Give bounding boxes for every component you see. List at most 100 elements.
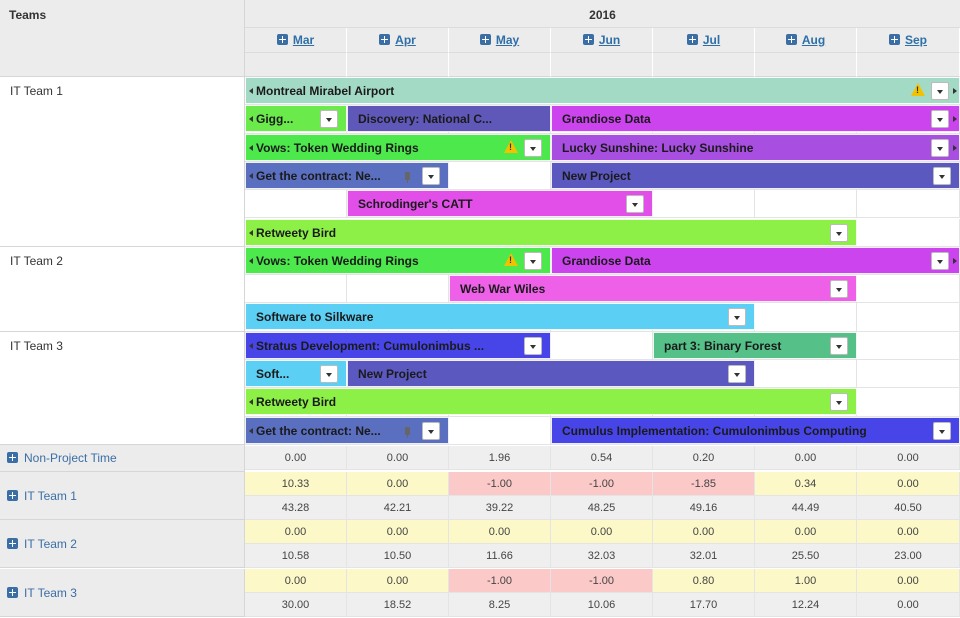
summary-value-cell: 30.00	[245, 593, 347, 617]
project-bar[interactable]: part 3: Binary Forest	[653, 331, 857, 359]
bar-dropdown-button[interactable]	[728, 308, 746, 327]
project-bar[interactable]: Web War Wiles	[449, 275, 857, 303]
project-bar[interactable]: Stratus Development: Cumulonimbus ...	[245, 331, 551, 359]
summary-value-cell: 0.00	[653, 520, 755, 544]
project-bar-label: Soft...	[256, 367, 290, 381]
month-header-jun[interactable]: Jun	[551, 28, 653, 53]
teams-header: Teams	[0, 0, 245, 77]
bar-dropdown-button[interactable]	[728, 365, 746, 383]
bar-dropdown-button[interactable]	[524, 251, 542, 270]
project-bar[interactable]: Montreal Mirabel Airport	[245, 77, 960, 104]
month-link[interactable]: Aug	[801, 33, 826, 47]
bar-dropdown-button[interactable]	[626, 195, 644, 214]
year-header: 2016	[245, 0, 960, 28]
project-bar[interactable]: Gigg...	[245, 105, 347, 133]
month-header-jul[interactable]: Jul	[653, 28, 755, 53]
project-bar[interactable]: Get the contract: Ne...	[245, 416, 449, 444]
bar-dropdown-button[interactable]	[931, 82, 949, 100]
expand-plus-icon[interactable]	[7, 490, 18, 501]
expand-plus-icon[interactable]	[276, 34, 288, 45]
project-bar-label: Grandiose Data	[562, 253, 651, 268]
month-link[interactable]: Sep	[904, 33, 927, 47]
bar-dropdown-button[interactable]	[422, 421, 440, 440]
month-header-aug[interactable]: Aug	[755, 28, 857, 53]
summary-value-cell: 0.00	[857, 472, 960, 496]
expand-plus-icon[interactable]	[582, 34, 594, 45]
bar-dropdown-button[interactable]	[830, 280, 848, 299]
bar-dropdown-button[interactable]	[524, 336, 542, 355]
expand-plus-icon[interactable]	[7, 538, 18, 549]
expand-plus-icon[interactable]	[7, 452, 18, 463]
project-bar[interactable]: Cumulus Implementation: Cumulonimbus Com…	[551, 416, 960, 444]
grid-cell	[245, 190, 347, 219]
teams-column-title: Teams	[9, 8, 47, 22]
grid-cell	[449, 416, 551, 445]
summary-value-cell: 0.00	[857, 446, 960, 470]
bar-dropdown-button[interactable]	[320, 110, 338, 129]
month-link[interactable]: Jun	[598, 33, 621, 47]
summary-row-team-2[interactable]: IT Team 2	[0, 520, 245, 568]
summary-row-label: IT Team 2	[24, 537, 77, 551]
expand-plus-icon[interactable]	[785, 34, 797, 45]
continues-left-icon	[249, 399, 253, 406]
project-bar[interactable]: Schrodinger's CATT	[347, 190, 653, 218]
summary-value-cell: 10.06	[551, 593, 653, 617]
project-bar[interactable]: Get the contract: Ne...	[245, 161, 449, 189]
month-link[interactable]: May	[495, 33, 520, 47]
bar-dropdown-button[interactable]	[931, 251, 949, 270]
bar-dropdown-button[interactable]	[931, 138, 949, 157]
summary-row-team-1[interactable]: IT Team 1	[0, 472, 245, 520]
expand-plus-icon[interactable]	[479, 34, 491, 45]
month-link[interactable]: Mar	[292, 33, 315, 47]
summary-value-cell: 0.00	[347, 446, 449, 470]
summary-value-cell: 0.80	[653, 569, 755, 593]
grid-cell	[755, 190, 857, 219]
bar-dropdown-button[interactable]	[320, 365, 338, 383]
bar-dropdown-button[interactable]	[830, 393, 848, 412]
summary-value-cell: 0.00	[755, 520, 857, 544]
bar-dropdown-button[interactable]	[931, 110, 949, 129]
month-header-may[interactable]: May	[449, 28, 551, 53]
project-bar[interactable]: Lucky Sunshine: Lucky Sunshine	[551, 133, 960, 161]
team-label-1: IT Team 1	[0, 77, 245, 247]
bar-dropdown-button[interactable]	[933, 421, 951, 440]
continues-right-icon	[953, 257, 957, 264]
summary-value-cell: 0.00	[245, 446, 347, 470]
project-bar[interactable]: Discovery: National C...	[347, 105, 551, 133]
summary-row-non-project[interactable]: Non-Project Time	[0, 445, 245, 472]
month-link[interactable]: Jul	[702, 33, 721, 47]
project-bar[interactable]: Soft...	[245, 360, 347, 387]
bar-dropdown-button[interactable]	[524, 138, 542, 157]
month-link[interactable]: Apr	[395, 33, 416, 47]
continues-left-icon	[249, 342, 253, 349]
summary-value-cell: 1.96	[449, 446, 551, 470]
expand-plus-icon[interactable]	[379, 34, 391, 45]
summary-row-team-3[interactable]: IT Team 3	[0, 569, 245, 617]
project-bar[interactable]: Grandiose Data	[551, 246, 960, 274]
project-bar[interactable]: New Project	[551, 161, 960, 189]
summary-value-cell: -1.85	[653, 472, 755, 496]
expand-plus-icon[interactable]	[888, 34, 900, 45]
project-bar[interactable]: Software to Silkware	[245, 303, 755, 331]
summary-value-cell: 10.50	[347, 544, 449, 568]
bar-dropdown-button[interactable]	[830, 336, 848, 355]
expand-plus-icon[interactable]	[7, 587, 18, 598]
month-header-sep[interactable]: Sep	[857, 28, 960, 53]
expand-plus-icon[interactable]	[686, 34, 698, 45]
project-bar-label: Gigg...	[256, 112, 294, 127]
project-bar-label: Montreal Mirabel Airport	[256, 84, 395, 98]
project-bar[interactable]: New Project	[347, 360, 755, 387]
summary-value-cell: -1.00	[551, 472, 653, 496]
bar-dropdown-button[interactable]	[422, 166, 440, 185]
project-bar[interactable]: Retweety Bird	[245, 218, 857, 246]
project-bar[interactable]: Grandiose Data	[551, 105, 960, 133]
project-bar[interactable]: Vows: Token Wedding Rings	[245, 246, 551, 274]
month-header-apr[interactable]: Apr	[347, 28, 449, 53]
team-label-2: IT Team 2	[0, 247, 245, 332]
month-header-mar[interactable]: Mar	[245, 28, 347, 53]
continues-left-icon	[249, 257, 253, 264]
bar-dropdown-button[interactable]	[830, 223, 848, 242]
bar-dropdown-button[interactable]	[933, 166, 951, 185]
project-bar[interactable]: Vows: Token Wedding Rings	[245, 133, 551, 161]
project-bar[interactable]: Retweety Bird	[245, 388, 857, 416]
